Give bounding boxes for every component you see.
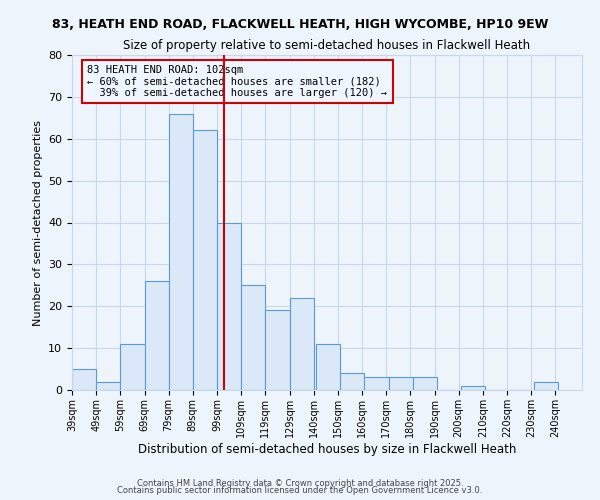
Bar <box>145 281 169 390</box>
Bar <box>72 369 96 390</box>
Bar <box>96 382 121 390</box>
Bar <box>316 344 340 390</box>
Bar <box>340 373 364 390</box>
Bar <box>217 222 241 390</box>
Bar <box>121 344 145 390</box>
X-axis label: Distribution of semi-detached houses by size in Flackwell Heath: Distribution of semi-detached houses by … <box>138 442 516 456</box>
Bar <box>389 378 413 390</box>
Bar <box>169 114 193 390</box>
Title: Size of property relative to semi-detached houses in Flackwell Heath: Size of property relative to semi-detach… <box>124 40 530 52</box>
Bar <box>461 386 485 390</box>
Bar <box>193 130 217 390</box>
Bar <box>413 378 437 390</box>
Bar <box>533 382 558 390</box>
Bar <box>290 298 314 390</box>
Bar <box>364 378 389 390</box>
Bar <box>265 310 290 390</box>
Bar <box>241 286 265 390</box>
Y-axis label: Number of semi-detached properties: Number of semi-detached properties <box>32 120 43 326</box>
Text: Contains HM Land Registry data © Crown copyright and database right 2025.: Contains HM Land Registry data © Crown c… <box>137 478 463 488</box>
Text: 83 HEATH END ROAD: 102sqm
← 60% of semi-detached houses are smaller (182)
  39% : 83 HEATH END ROAD: 102sqm ← 60% of semi-… <box>88 65 388 98</box>
Text: Contains public sector information licensed under the Open Government Licence v3: Contains public sector information licen… <box>118 486 482 495</box>
Text: 83, HEATH END ROAD, FLACKWELL HEATH, HIGH WYCOMBE, HP10 9EW: 83, HEATH END ROAD, FLACKWELL HEATH, HIG… <box>52 18 548 30</box>
